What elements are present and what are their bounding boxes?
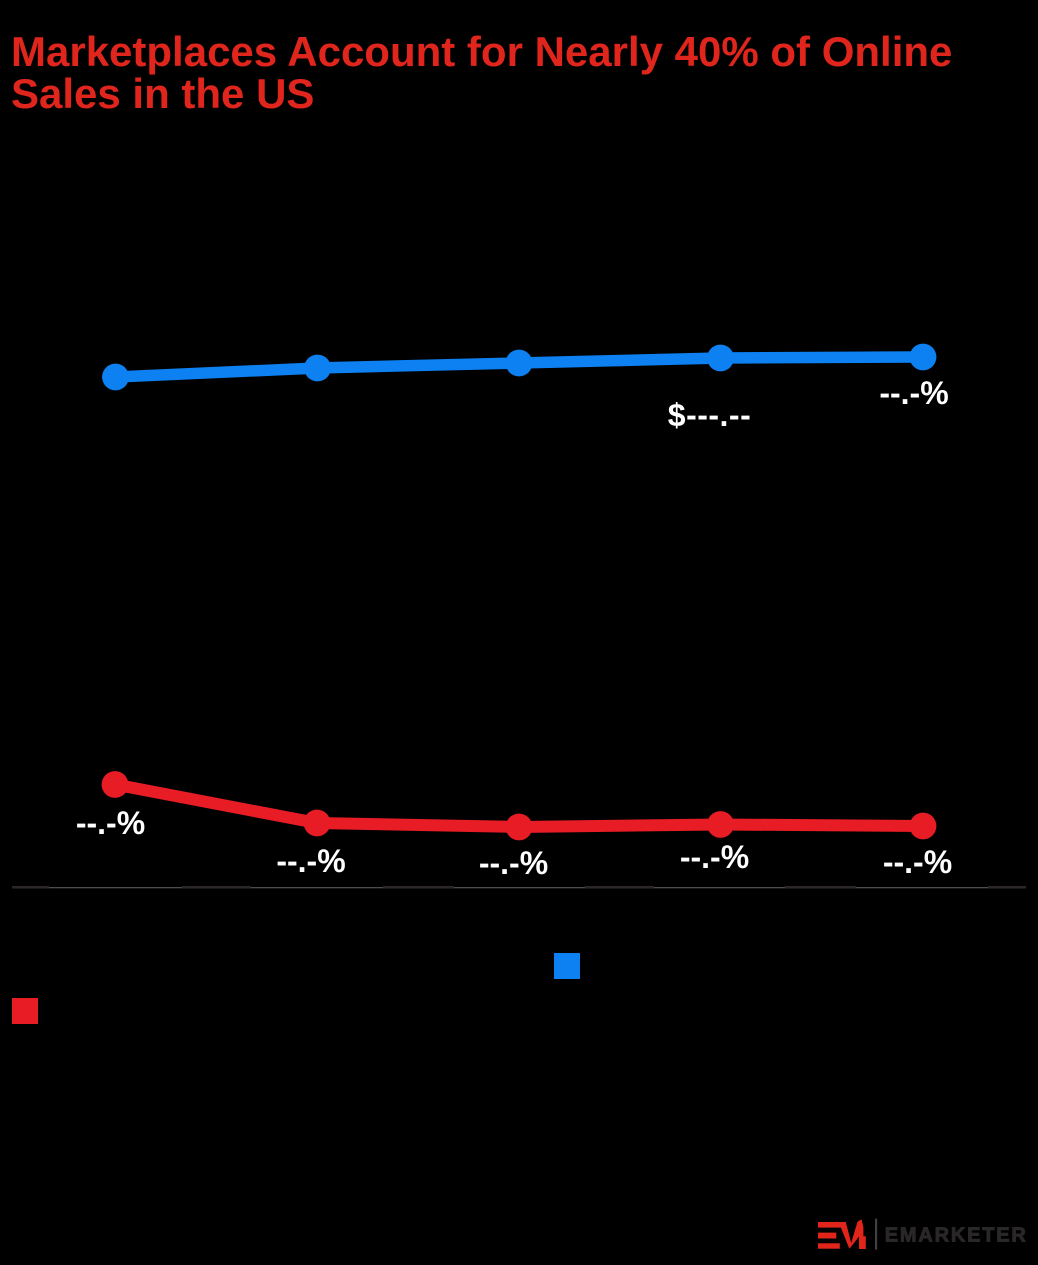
svg-text:EMARKETER: EMARKETER [885,1224,1028,1246]
